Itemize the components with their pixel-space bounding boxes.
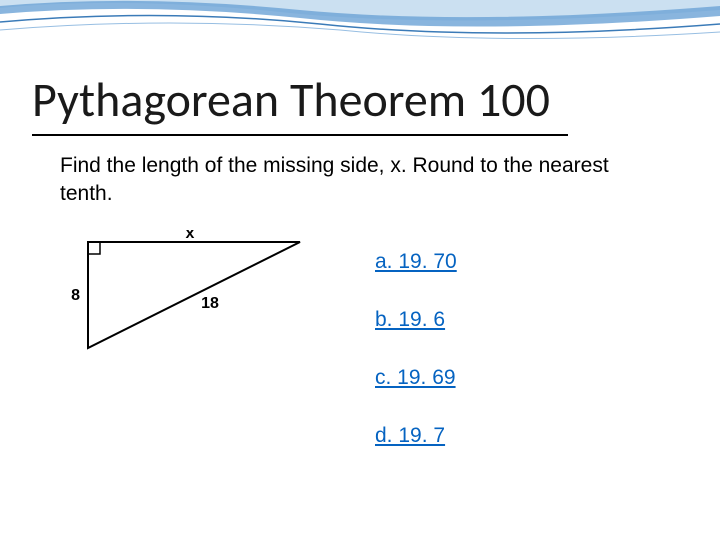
answer-d[interactable]: d. 19. 7: [375, 424, 675, 448]
label-8: 8: [71, 287, 80, 304]
question-text: Find the length of the missing side, x. …: [60, 152, 660, 209]
label-18: 18: [201, 295, 219, 312]
title-underline: [32, 134, 568, 136]
answer-a[interactable]: a. 19. 70: [375, 250, 675, 274]
answers-list: a. 19. 70 b. 19. 6 c. 19. 69 d. 19. 7: [375, 250, 675, 482]
slide-title: Pythagorean Theorem 100: [32, 76, 550, 124]
answer-c[interactable]: c. 19. 69: [375, 366, 675, 390]
label-x: x: [186, 230, 195, 242]
triangle-diagram: x 8 18: [70, 230, 320, 380]
wave-decoration: [0, 0, 720, 60]
answer-b[interactable]: b. 19. 6: [375, 308, 675, 332]
